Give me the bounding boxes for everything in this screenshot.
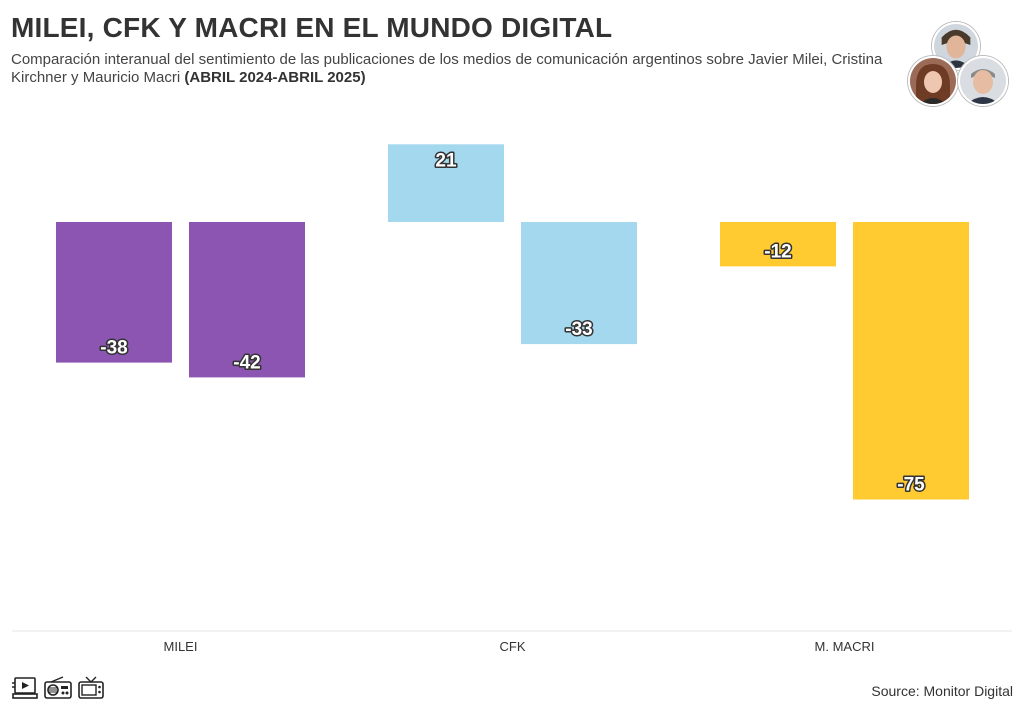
bar — [56, 222, 172, 363]
x-tick-label: CFK — [500, 639, 526, 654]
data-label: -42 — [233, 352, 260, 373]
footer-media-icons — [11, 675, 105, 701]
data-label: -75 — [897, 475, 925, 496]
bar — [189, 222, 305, 378]
subtitle-date-range: (ABRIL 2024-ABRIL 2025) — [184, 69, 366, 86]
sentiment-bar-chart: -38 -42 MILEI 21 -33 CFK -12 -75 M. MACRI — [0, 120, 1024, 680]
television-icon — [78, 676, 104, 699]
data-label: -12 — [764, 241, 791, 262]
radio-icon — [44, 676, 72, 699]
computer-video-icon — [12, 677, 38, 699]
data-label: 21 — [435, 150, 457, 171]
bar — [388, 144, 504, 222]
mauricio-macri-avatar — [958, 56, 1008, 106]
bar — [720, 222, 836, 267]
x-tick-label: M. MACRI — [815, 639, 875, 654]
cristina-kirchner-avatar — [908, 56, 958, 106]
chart-title: MILEI, CFK Y MACRI EN EL MUNDO DIGITAL — [11, 12, 613, 43]
bar — [521, 222, 637, 345]
chart-svg: -38 -42 MILEI 21 -33 CFK -12 -75 M. MACRI — [12, 144, 1012, 654]
source-note: Source: Monitor Digital — [871, 683, 1013, 699]
data-label: -38 — [100, 338, 127, 359]
x-tick-label: MILEI — [164, 639, 198, 654]
politicians-avatars — [906, 22, 1010, 106]
bar — [853, 222, 969, 500]
subtitle-text: Comparación interanual del sentimiento d… — [11, 51, 883, 86]
chart-subtitle: Comparación interanual del sentimiento d… — [11, 51, 891, 87]
data-label: -33 — [565, 319, 592, 340]
